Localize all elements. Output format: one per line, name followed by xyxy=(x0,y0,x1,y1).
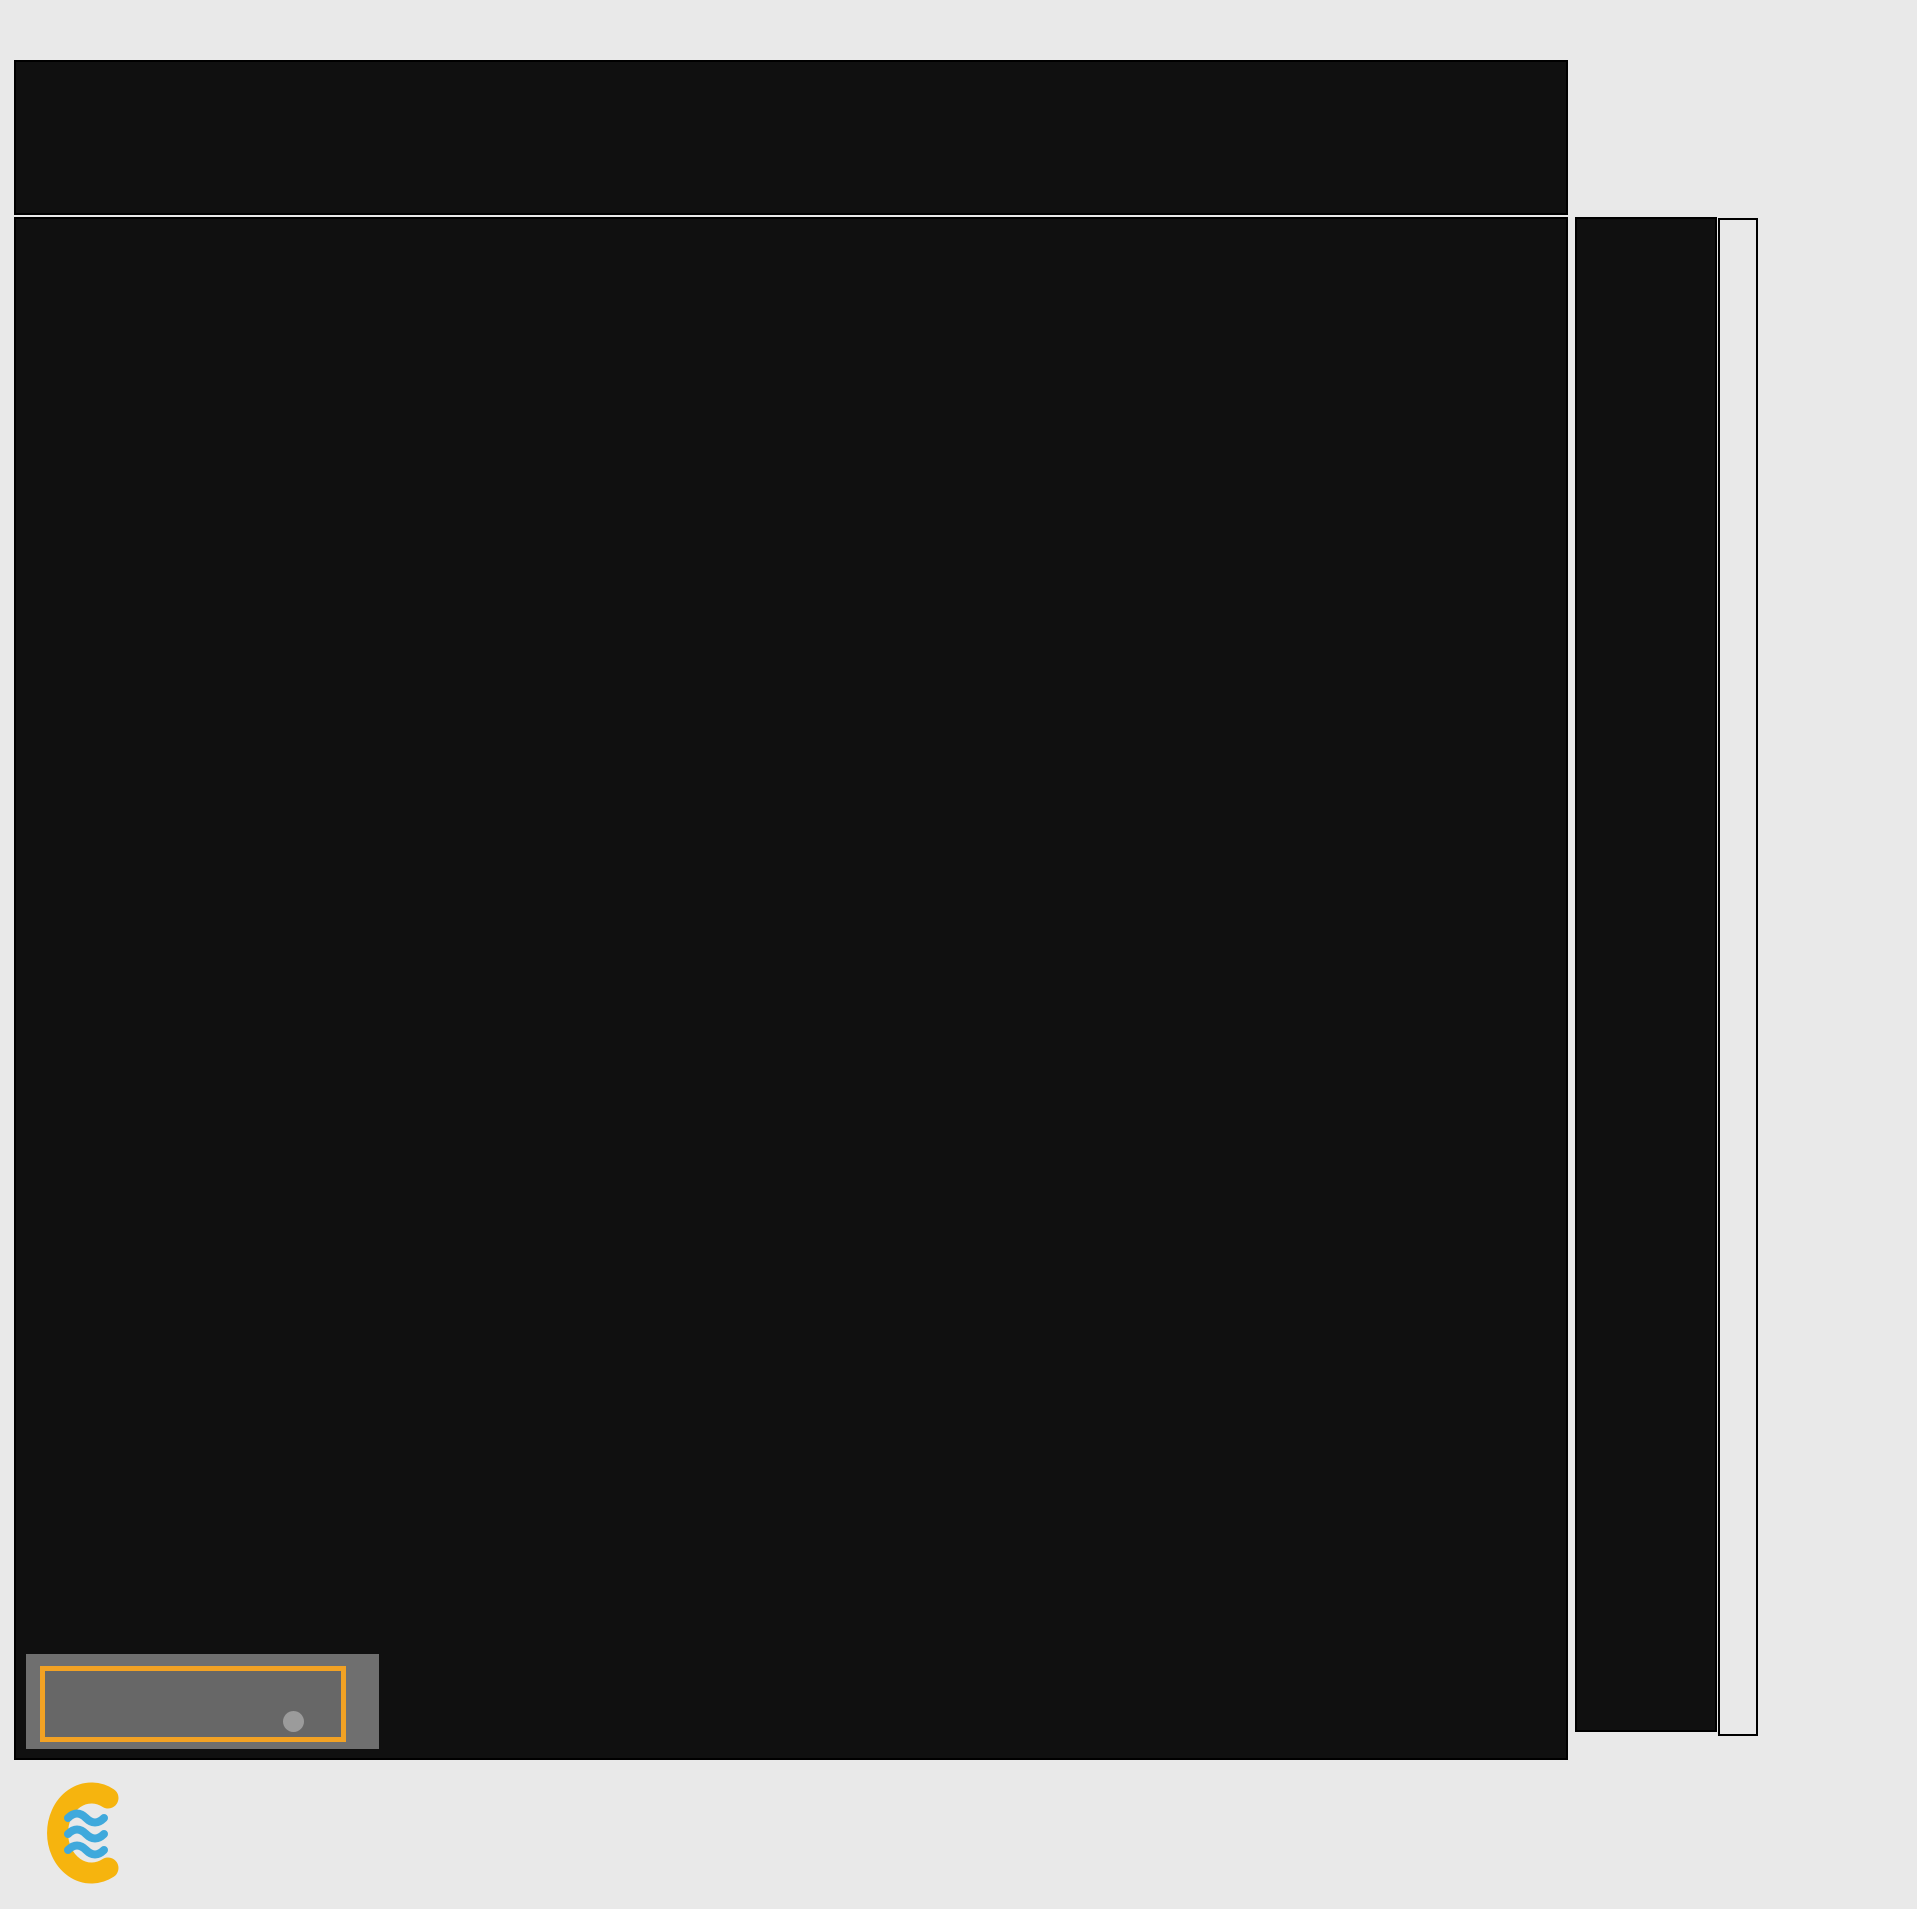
radar-map-panel xyxy=(14,217,1568,1760)
right-cross-section-panel xyxy=(1575,217,1717,1732)
short-term-warnings-badge xyxy=(40,1666,346,1742)
footer xyxy=(0,1762,1917,1909)
radar-map-image xyxy=(16,219,1566,1758)
alert-status-dot xyxy=(283,1711,304,1732)
top-cross-section-image xyxy=(16,62,1566,213)
defensa-coat-of-arms-icon xyxy=(480,1768,540,1904)
economia-coat-of-arms-icon xyxy=(775,1768,835,1904)
alert-box-backing xyxy=(26,1654,379,1749)
smn-logo xyxy=(47,1782,119,1884)
dbz-colorbar xyxy=(1718,218,1758,1736)
right-cross-section-image xyxy=(1577,219,1715,1730)
top-cross-section-panel xyxy=(14,60,1568,215)
